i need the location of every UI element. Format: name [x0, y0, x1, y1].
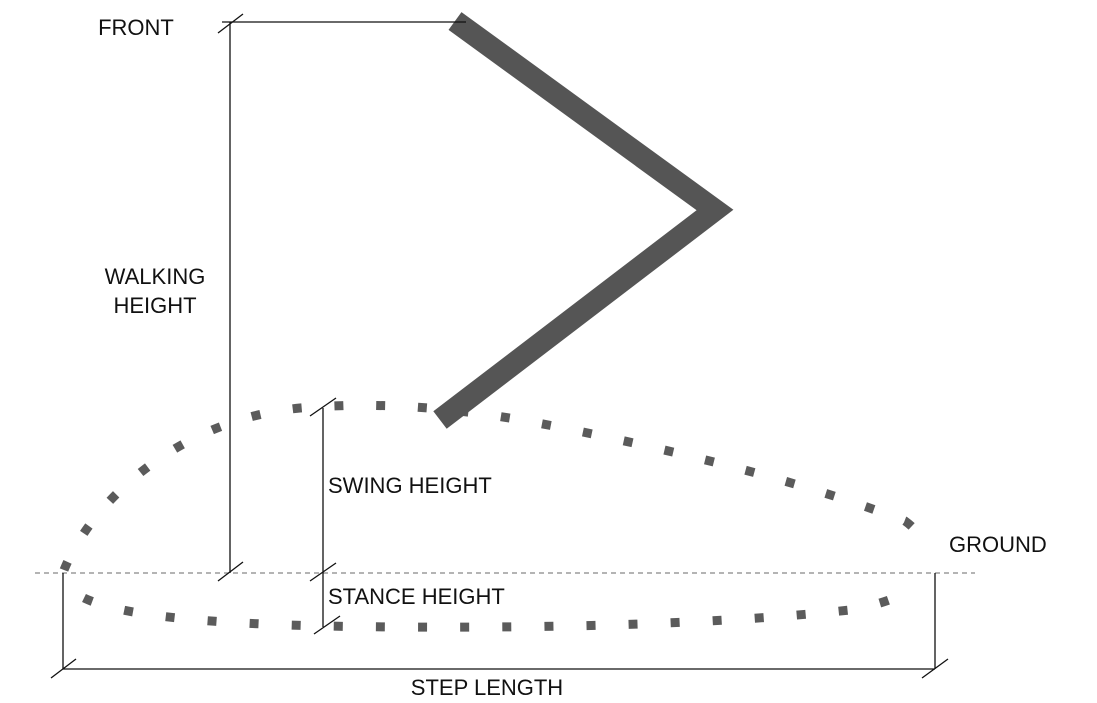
swing-height-top-tick — [309, 397, 337, 417]
walking-height-label-line2: HEIGHT — [113, 293, 196, 318]
walking-height-bottom-tick — [217, 561, 244, 582]
ground-label: GROUND — [949, 532, 1047, 557]
swing-height-bottom-tick — [309, 562, 337, 582]
step-length-right-tick — [921, 658, 949, 679]
walking-height-top-tick — [217, 13, 244, 34]
robot-leg — [433, 12, 734, 429]
swing-trajectory — [59, 400, 935, 572]
walking-height-label-line1: WALKING — [105, 264, 206, 289]
front-label: FRONT — [98, 15, 174, 40]
stance-height-label: STANCE HEIGHT — [328, 584, 505, 609]
step-length-label: STEP LENGTH — [411, 675, 563, 700]
swing-height-label: SWING HEIGHT — [328, 473, 492, 498]
stance-height-bottom-tick — [313, 615, 341, 635]
step-length-left-tick — [50, 658, 77, 679]
